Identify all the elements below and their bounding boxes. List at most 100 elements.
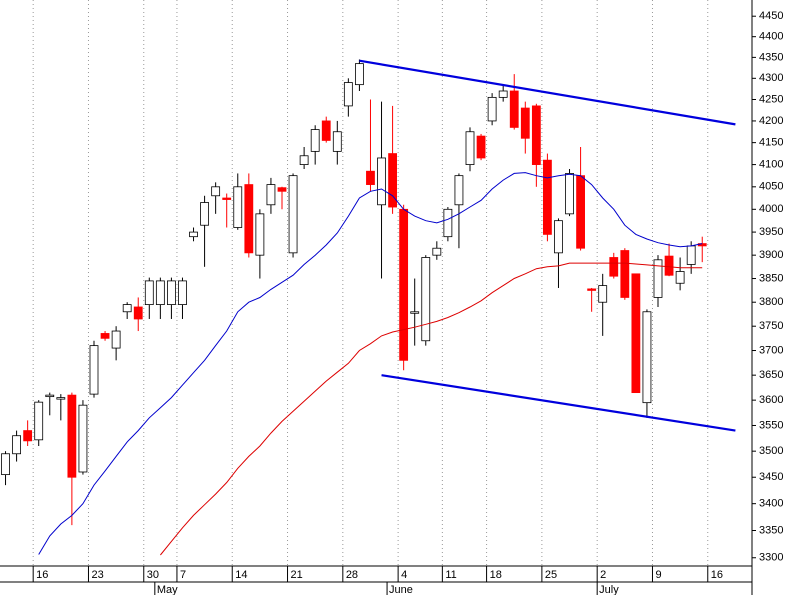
y-tick-label: 4050 xyxy=(759,181,783,193)
y-tick-label: 3800 xyxy=(759,296,783,308)
candle-body xyxy=(144,280,154,306)
candle-body xyxy=(321,120,331,141)
candle-body xyxy=(100,333,110,339)
candle-body xyxy=(543,159,552,235)
x-tick-label: 16 xyxy=(711,569,723,581)
y-tick-label: 4300 xyxy=(759,72,783,84)
candle-body xyxy=(587,288,597,291)
candle-body xyxy=(299,155,309,165)
trend-line xyxy=(381,374,736,432)
candle-body xyxy=(498,90,508,98)
x-tick-label: 14 xyxy=(235,569,247,581)
candle-body xyxy=(288,175,298,254)
candle-body xyxy=(266,184,276,206)
y-tick-label: 4150 xyxy=(759,137,783,149)
candle-body xyxy=(454,175,464,206)
x-tick-label: 28 xyxy=(346,569,358,581)
candle-body xyxy=(653,259,663,298)
moving-average-line xyxy=(38,172,703,555)
y-tick-label: 4250 xyxy=(759,93,783,105)
candle-body xyxy=(410,311,420,314)
candle-body xyxy=(443,208,453,238)
y-tick-label: 3550 xyxy=(759,419,783,431)
month-label: July xyxy=(599,584,619,595)
x-tick-label: 16 xyxy=(36,569,48,581)
y-tick-label: 3900 xyxy=(759,249,783,261)
candle-body xyxy=(277,187,287,192)
candle-body xyxy=(366,170,375,185)
y-tick-label: 3400 xyxy=(759,498,783,510)
candle-body xyxy=(244,184,254,254)
candle-body xyxy=(686,245,696,265)
x-tick-label: 23 xyxy=(91,569,103,581)
candle-body xyxy=(67,394,77,478)
x-tick-label: 25 xyxy=(545,569,557,581)
candle-body xyxy=(89,345,99,395)
y-tick-label: 3450 xyxy=(759,471,783,483)
candle-body xyxy=(34,401,44,441)
candle-body xyxy=(178,280,187,306)
y-tick-label: 3600 xyxy=(759,394,783,406)
candle-body xyxy=(200,202,209,226)
candle-body xyxy=(609,257,619,277)
candle-body xyxy=(388,153,397,208)
moving-average-line xyxy=(160,262,703,556)
candle-body xyxy=(520,107,530,139)
candle-body xyxy=(399,208,409,361)
candle-body xyxy=(12,435,21,455)
candle-body xyxy=(565,173,574,215)
candle-body xyxy=(554,220,563,254)
candle-body xyxy=(189,231,198,238)
candle-body xyxy=(56,397,66,400)
x-tick-label: 18 xyxy=(490,569,502,581)
x-tick-label: 30 xyxy=(147,569,159,581)
candle-body xyxy=(620,250,630,298)
y-tick-label: 4200 xyxy=(759,115,783,127)
candle-body xyxy=(576,175,585,249)
candle-body xyxy=(598,285,608,303)
x-tick-label: 11 xyxy=(445,569,456,581)
y-tick-label: 3850 xyxy=(759,272,783,284)
month-label: May xyxy=(157,584,178,595)
candle-body xyxy=(332,131,342,152)
y-tick-label: 3350 xyxy=(759,524,783,536)
candle-body xyxy=(78,404,88,473)
candle-body xyxy=(487,96,497,122)
candle-body xyxy=(432,247,442,256)
candle-body xyxy=(45,394,55,398)
candle-body xyxy=(421,257,431,342)
candle-body xyxy=(664,255,674,276)
trend-line xyxy=(359,59,736,126)
candle-body xyxy=(465,131,475,165)
x-tick-label: 9 xyxy=(655,569,661,581)
x-tick-label: 7 xyxy=(180,569,186,581)
y-tick-label: 4100 xyxy=(759,158,783,170)
candle-body xyxy=(310,129,320,152)
x-tick-label: 21 xyxy=(291,569,303,581)
candle-body xyxy=(222,197,232,200)
candle-body xyxy=(155,280,165,306)
x-tick-label: 2 xyxy=(600,569,606,581)
candle-body xyxy=(211,186,221,197)
y-tick-label: 4350 xyxy=(759,51,783,63)
y-tick-label: 4400 xyxy=(759,31,783,43)
candle-body xyxy=(343,82,353,107)
candle-body xyxy=(23,430,33,442)
x-tick-label: 4 xyxy=(401,569,407,581)
y-tick-label: 3300 xyxy=(759,552,783,564)
candle-body xyxy=(355,63,364,86)
candle-body xyxy=(476,135,486,159)
candle-body xyxy=(133,306,143,320)
candle-body xyxy=(122,304,132,313)
y-tick-label: 3700 xyxy=(759,344,783,356)
y-tick-label: 4450 xyxy=(759,10,783,22)
candle-body xyxy=(233,186,243,228)
month-label: June xyxy=(389,584,413,595)
candle-body xyxy=(675,271,685,284)
candle-body xyxy=(1,453,10,476)
y-tick-label: 3500 xyxy=(759,445,783,457)
candle-body xyxy=(255,213,265,256)
candle-body xyxy=(167,280,176,306)
candle-body xyxy=(509,90,519,128)
candle-body xyxy=(531,105,541,165)
